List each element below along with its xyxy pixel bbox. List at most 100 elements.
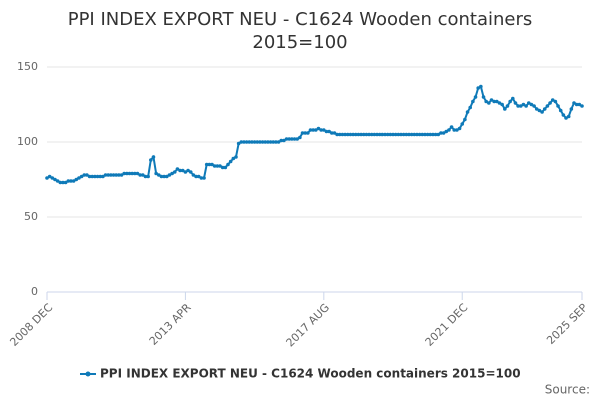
point	[324, 129, 329, 134]
x-tick-label: 2017 AUG	[284, 301, 333, 350]
point	[55, 179, 60, 183]
point	[268, 140, 273, 144]
point	[508, 99, 512, 104]
point	[409, 132, 414, 137]
point	[250, 140, 254, 144]
point	[172, 170, 177, 174]
point	[375, 132, 379, 137]
point	[210, 162, 214, 167]
point	[133, 171, 137, 176]
point	[468, 105, 473, 110]
point	[465, 110, 470, 114]
chart-title: PPI INDEX EXPORT NEU - C1624 Wooden cont…	[67, 9, 533, 53]
point	[93, 174, 97, 179]
point	[117, 173, 121, 177]
point	[61, 180, 65, 185]
point	[391, 132, 395, 137]
point	[580, 104, 584, 108]
point	[204, 162, 209, 167]
point	[518, 104, 523, 108]
point	[545, 104, 550, 108]
point	[463, 117, 467, 122]
point	[407, 132, 411, 137]
point	[260, 140, 265, 144]
point	[156, 173, 161, 177]
point	[314, 128, 318, 132]
point	[548, 101, 552, 105]
point	[359, 132, 363, 137]
point	[353, 132, 358, 137]
point	[255, 140, 260, 144]
point	[516, 104, 520, 108]
point	[319, 128, 323, 132]
point	[77, 176, 81, 180]
point	[244, 140, 249, 144]
point	[550, 98, 555, 102]
point	[540, 110, 544, 114]
point	[284, 137, 289, 141]
point	[290, 137, 294, 141]
point	[460, 122, 465, 126]
point	[74, 177, 79, 182]
point	[138, 173, 142, 177]
point	[45, 176, 49, 180]
point	[295, 137, 299, 141]
point	[164, 174, 169, 179]
point	[377, 132, 382, 137]
point	[393, 132, 398, 137]
point	[127, 171, 132, 176]
point	[364, 132, 369, 137]
y-tick-label: 150	[17, 60, 38, 73]
point	[404, 132, 409, 137]
point	[330, 131, 334, 135]
point	[497, 101, 502, 105]
point	[85, 173, 89, 177]
point	[162, 174, 166, 179]
point	[534, 107, 539, 111]
point	[271, 140, 276, 144]
x-tick-label: 2021 DEC	[423, 301, 471, 349]
point	[439, 131, 443, 135]
point	[537, 108, 542, 113]
point	[53, 177, 57, 182]
point	[428, 132, 433, 137]
point	[415, 132, 419, 137]
point	[369, 132, 374, 137]
point	[218, 164, 222, 168]
point	[175, 167, 180, 171]
point	[521, 102, 526, 107]
point	[263, 140, 268, 144]
y-tick-label: 0	[31, 285, 38, 298]
point	[388, 132, 393, 137]
point	[252, 140, 257, 144]
point	[420, 132, 425, 137]
point	[159, 174, 164, 179]
point	[327, 129, 331, 134]
point	[180, 168, 185, 173]
point	[335, 132, 339, 137]
point	[484, 99, 488, 104]
point	[361, 132, 366, 137]
point	[196, 174, 201, 179]
point	[239, 140, 244, 144]
point	[383, 132, 387, 137]
point	[532, 104, 536, 108]
point	[202, 176, 206, 180]
point	[566, 114, 571, 119]
point	[412, 132, 417, 137]
point	[487, 101, 491, 105]
point	[513, 101, 518, 105]
point	[444, 129, 449, 134]
point	[242, 140, 246, 144]
point	[151, 155, 156, 159]
point	[457, 126, 462, 131]
point	[417, 132, 422, 137]
point	[558, 108, 563, 113]
point	[399, 132, 403, 137]
point	[143, 174, 148, 179]
point	[471, 99, 475, 104]
point	[50, 176, 55, 180]
x-tick-label: 2013 APR	[147, 301, 194, 348]
